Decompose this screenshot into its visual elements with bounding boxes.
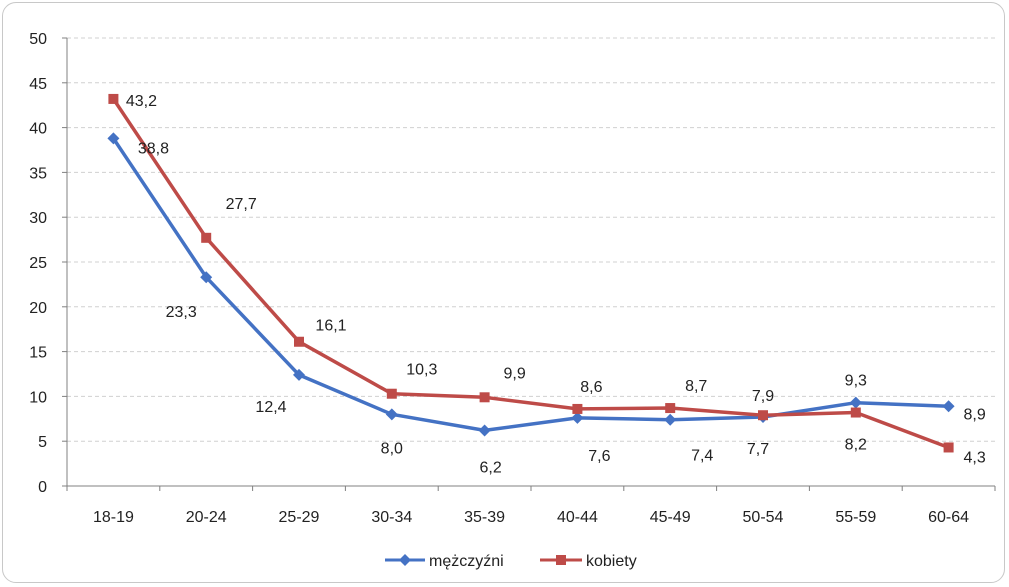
point-marker — [385, 408, 398, 421]
point-marker — [200, 271, 213, 284]
point-marker — [758, 410, 768, 421]
point-marker — [942, 400, 955, 413]
data-label: 23,3 — [166, 304, 197, 321]
data-label: 4,3 — [963, 449, 985, 466]
series-markers — [107, 93, 955, 453]
point-marker — [943, 442, 954, 453]
point-marker — [294, 336, 304, 347]
point-marker — [386, 388, 397, 399]
data-label: 10,3 — [406, 362, 437, 379]
data-label: 8,6 — [580, 379, 602, 396]
y-tick-label: 5 — [38, 434, 47, 451]
legend-item-women: kobiety — [540, 553, 637, 570]
point-marker — [107, 132, 120, 145]
data-label: 6,2 — [479, 459, 501, 476]
data-label: 8,7 — [685, 378, 707, 395]
y-tick-label: 0 — [38, 479, 47, 496]
data-label: 7,4 — [691, 448, 713, 465]
series-line-1 — [111, 97, 950, 450]
y-tick-label: 25 — [29, 255, 47, 272]
series-lines — [111, 97, 950, 450]
x-tick-label: 35-39 — [464, 509, 505, 526]
data-label: 7,7 — [747, 441, 769, 458]
data-label: 9,9 — [503, 365, 525, 382]
y-tick-label: 30 — [29, 210, 47, 227]
point-marker — [664, 413, 677, 426]
point-marker — [478, 424, 491, 437]
point-marker — [201, 232, 212, 243]
y-tick-label: 40 — [29, 121, 47, 138]
gridlines — [67, 37, 995, 442]
data-label: 7,9 — [752, 388, 774, 405]
data-label: 8,2 — [845, 437, 867, 454]
point-marker — [479, 392, 490, 403]
data-label: 43,2 — [126, 93, 157, 110]
x-tick-label: 50-54 — [743, 509, 784, 526]
legend: mężczyźni kobiety — [385, 553, 637, 570]
x-tick-label: 20-24 — [186, 509, 227, 526]
legend-label-men: mężczyźni — [429, 553, 504, 570]
legend-marker-women — [556, 555, 566, 565]
x-tick-labels: 18-19 20-24 25-29 30-34 35-39 40-44 45-49 50-54… — [66, 486, 996, 526]
legend-label-women: kobiety — [586, 553, 637, 570]
y-tick-label: 35 — [29, 165, 47, 182]
x-tick-label: 45-49 — [650, 509, 691, 526]
data-label: 8,0 — [381, 440, 403, 457]
data-label: 9,3 — [845, 373, 867, 390]
point-marker — [108, 93, 119, 104]
y-tick-label: 20 — [29, 300, 47, 317]
series-line-0 — [111, 137, 949, 433]
point-marker — [572, 403, 583, 414]
point-marker — [293, 368, 305, 381]
x-tick-label: 18-19 — [93, 509, 134, 526]
legend-marker-men — [399, 554, 411, 566]
data-label: 16,1 — [315, 318, 346, 335]
data-label: 8,9 — [963, 406, 985, 423]
point-marker — [571, 411, 584, 424]
data-label: 12,4 — [255, 399, 286, 416]
x-tick-label: 60-64 — [928, 509, 969, 526]
legend-item-men: mężczyźni — [385, 553, 504, 570]
y-tick-label: 15 — [29, 345, 47, 362]
x-tick-label: 25-29 — [279, 509, 320, 526]
x-tick-label: 40-44 — [557, 509, 598, 526]
y-tick-labels: 0 5 10 15 20 25 30 35 40 45 50 — [29, 31, 67, 496]
y-tick-label: 50 — [29, 31, 47, 48]
point-marker — [665, 403, 676, 414]
data-label: 27,7 — [226, 196, 257, 213]
y-tick-label: 45 — [29, 76, 47, 93]
y-tick-label: 10 — [29, 389, 47, 406]
data-label: 38,8 — [138, 140, 169, 157]
x-tick-label: 30-34 — [371, 509, 412, 526]
point-marker — [850, 407, 861, 418]
data-labels: 38,8 23,3 12,4 8,0 6,2 7,6 7,4 7,7 9,3 8,9 43,2 27,… — [126, 93, 986, 477]
point-marker — [849, 396, 862, 409]
x-tick-label: 55-59 — [835, 509, 876, 526]
data-label: 7,6 — [588, 448, 610, 465]
